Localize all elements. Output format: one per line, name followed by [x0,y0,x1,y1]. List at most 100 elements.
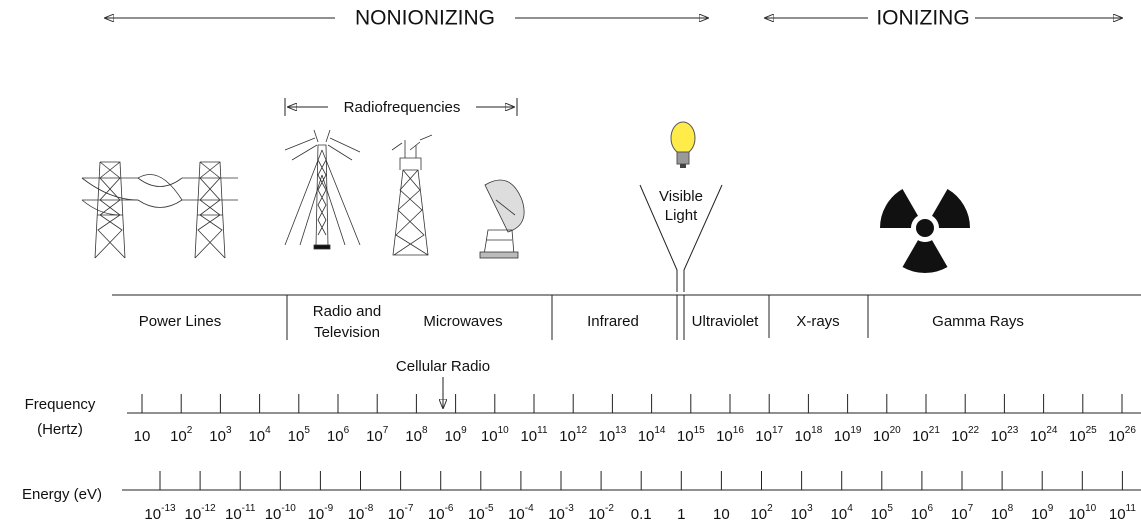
tick-exp: 19 [850,425,862,436]
tick-base: 10 [716,428,733,445]
tick-base: 10 [871,506,888,523]
tick-exp: 16 [733,425,745,436]
tick-label: 107 [366,425,389,445]
tick-base: 10 [248,428,265,445]
tick-base: 10 [134,428,151,445]
radiofrequencies-label: Radiofrequencies [344,99,461,116]
tick-exp: 9 [1048,503,1054,514]
frequency-unit: (Hertz) [37,421,83,438]
tick-label: 1012 [559,425,587,445]
tick-label: 109 [1031,503,1054,523]
tick-base: 10 [288,428,305,445]
tick-label: 1021 [912,425,940,445]
tick-base: 10 [1068,506,1085,523]
tick-exp: -8 [364,503,373,514]
tick-base: 10 [794,428,811,445]
tick-label: 1010 [481,425,509,445]
band-label: Radio and [313,303,381,320]
tick-label: 1025 [1069,425,1097,445]
tick-label: 10-8 [348,503,374,523]
tick-base: 10 [170,428,187,445]
tick-exp: 17 [772,425,784,436]
tick-label: 104 [248,425,271,445]
tick-label: 10-10 [265,503,297,523]
tick-label: 10-4 [508,503,534,523]
tick-label: 105 [871,503,894,523]
ionizing-label: IONIZING [876,7,969,30]
cellular-radio-label: Cellular Radio [396,358,490,375]
tick-base: 10 [755,428,772,445]
tick-label: 1015 [677,425,705,445]
frequency-label: Frequency [25,396,96,413]
tick-exp: 8 [1008,503,1014,514]
tick-exp: 5 [304,425,310,436]
band-label: Television [314,324,380,341]
tick-label: 10-6 [428,503,454,523]
tick-base: 10 [1069,428,1086,445]
energy-label: Energy (eV) [22,486,102,503]
tick-exp: -6 [445,503,454,514]
tick-exp: -13 [161,503,176,514]
nonionizing-label: NONIONIZING [355,7,495,30]
tick-label: 1024 [1030,425,1058,445]
tick-base: 10 [598,428,615,445]
tick-base: 10 [481,428,498,445]
tick-exp: 11 [537,425,548,436]
tick-exp: 21 [929,425,941,436]
band-label: Gamma Rays [932,313,1024,330]
tick-base: 10 [790,506,807,523]
tick-base: 10 [638,428,655,445]
tick-base: 0.1 [631,506,652,523]
tick-base: 10 [225,506,242,523]
tick-base: 10 [185,506,202,523]
tick-base: 10 [327,428,344,445]
tick-base: 10 [548,506,565,523]
tick-exp: 24 [1046,425,1058,436]
tick-exp: 9 [461,425,467,436]
tick-base: 10 [873,428,890,445]
tick-exp: 10 [1085,503,1097,514]
tick-exp: 2 [767,503,773,514]
tick-exp: 14 [654,425,666,436]
tick-base: 10 [831,506,848,523]
tick-label: 10-3 [548,503,574,523]
tick-exp: -10 [281,503,296,514]
band-label: Power Lines [139,313,222,330]
tick-label: 1016 [716,425,744,445]
tick-label: 108 [991,503,1014,523]
tick-label: 10-5 [468,503,494,523]
tick-base: 10 [588,506,605,523]
tick-label: 104 [831,503,854,523]
tick-base: 10 [990,428,1007,445]
tick-exp: -11 [242,503,256,514]
tick-exp: -2 [605,503,614,514]
dish-icon [479,179,525,259]
tick-exp: 25 [1086,425,1098,436]
band-label: X-rays [796,313,839,330]
tick-base: 10 [991,506,1008,523]
tick-label: 1011 [520,425,548,445]
tick-label: 106 [911,503,934,523]
tick-exp: 3 [226,425,232,436]
tick-base: 10 [405,428,422,445]
tick-base: 10 [951,506,968,523]
tick-label: 1011 [1109,503,1137,523]
visible-light-label: Visible [659,188,703,205]
band-label: Microwaves [423,313,502,330]
tick-label: 102 [750,503,773,523]
tick-base: 10 [348,506,365,523]
tick-label: 10 [713,506,730,523]
tick-base: 10 [951,428,968,445]
tick-base: 1 [677,506,685,523]
tick-exp: 18 [811,425,823,436]
tick-exp: 22 [968,425,980,436]
tick-label: 108 [405,425,428,445]
tick-exp: 20 [890,425,902,436]
tick-base: 10 [912,428,929,445]
tick-exp: -4 [525,503,534,514]
tick-base: 10 [468,506,485,523]
tick-label: 1017 [755,425,783,445]
tick-base: 10 [444,428,461,445]
tick-exp: 5 [887,503,893,514]
